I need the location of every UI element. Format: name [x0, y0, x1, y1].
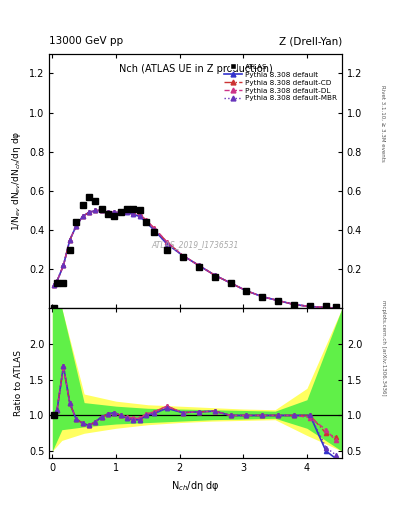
Legend: ATLAS, Pythia 8.308 default, Pythia 8.308 default-CD, Pythia 8.308 default-DL, P: ATLAS, Pythia 8.308 default, Pythia 8.30… [222, 62, 338, 103]
Y-axis label: 1/N$_{ev}$ dN$_{ev}$/dN$_{ch}$/dη dφ: 1/N$_{ev}$ dN$_{ev}$/dN$_{ch}$/dη dφ [10, 131, 23, 231]
Text: 13000 GeV pp: 13000 GeV pp [49, 36, 123, 46]
Text: Z (Drell-Yan): Z (Drell-Yan) [279, 36, 342, 46]
Text: mcplots.cern.ch [arXiv:1306.3436]: mcplots.cern.ch [arXiv:1306.3436] [381, 301, 386, 396]
Text: Rivet 3.1.10, ≥ 3.3M events: Rivet 3.1.10, ≥ 3.3M events [381, 84, 386, 161]
Text: ATLAS_2019_I1736531: ATLAS_2019_I1736531 [152, 240, 239, 249]
Y-axis label: Ratio to ATLAS: Ratio to ATLAS [14, 350, 23, 416]
Text: Nch (ATLAS UE in Z production): Nch (ATLAS UE in Z production) [119, 64, 272, 74]
X-axis label: N$_{ch}$/dη dφ: N$_{ch}$/dη dφ [171, 479, 220, 493]
